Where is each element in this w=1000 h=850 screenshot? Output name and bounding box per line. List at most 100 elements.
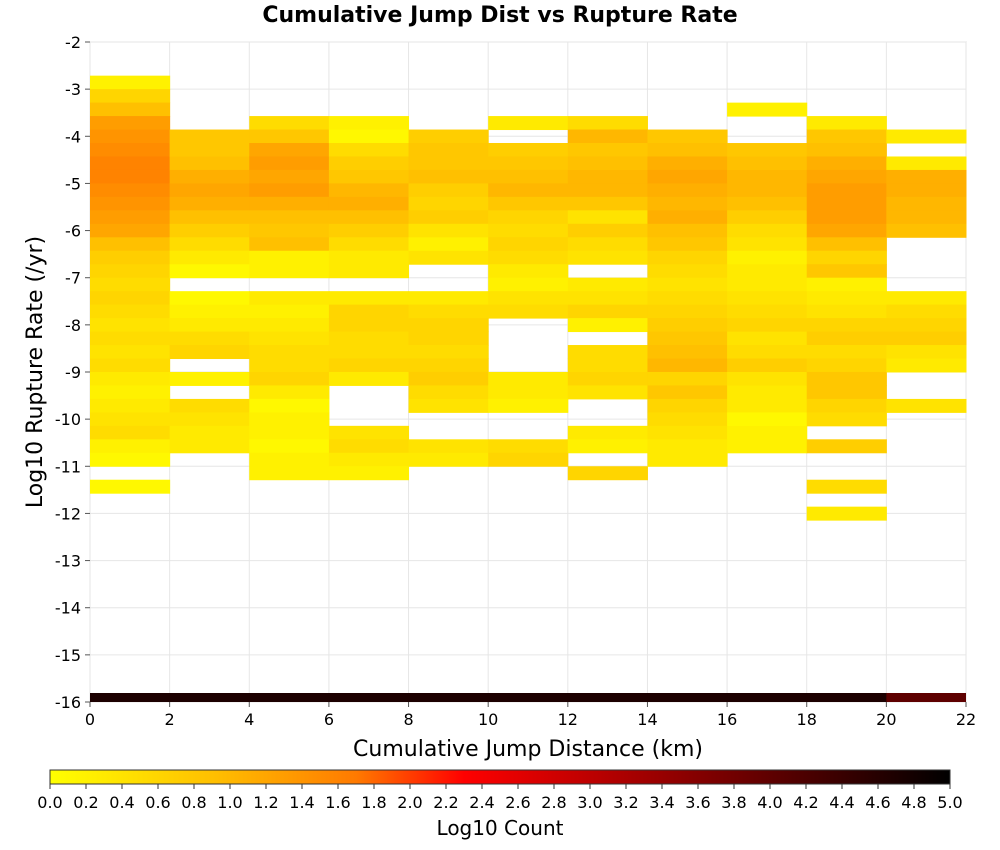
heatmap-cell: [488, 183, 569, 198]
heatmap-cell: [408, 183, 489, 198]
heatmap-cell: [328, 183, 410, 198]
heatmap-cell: [169, 196, 250, 211]
heatmap-cell: [169, 318, 250, 333]
y-tick-label: -13: [55, 552, 81, 571]
heatmap-cell: [169, 398, 250, 413]
heatmap-cell: [806, 250, 887, 265]
heatmap-cell: [647, 250, 728, 265]
heatmap-cell: [727, 304, 808, 319]
heatmap-cell: [169, 371, 250, 386]
heatmap-cell: [90, 143, 171, 157]
heatmap-cell: [567, 291, 648, 306]
y-tick-label: -9: [65, 363, 81, 382]
heatmap-cell: [90, 479, 171, 494]
heatmap-cell: [90, 89, 171, 104]
heatmap-cell: [90, 277, 171, 292]
heatmap-cell: [567, 466, 648, 481]
heatmap-cell: [806, 318, 887, 333]
heatmap-cell: [806, 291, 887, 306]
colorbar-tick-label: 0.0: [37, 793, 62, 812]
heatmap-cell: [727, 358, 808, 373]
heatmap-cell: [249, 116, 330, 131]
y-tick-label: -14: [55, 599, 81, 618]
x-tick-label: 22: [956, 710, 976, 729]
heatmap-cell: [886, 358, 967, 373]
heatmap-cell: [806, 358, 887, 373]
heatmap-cell: [886, 398, 967, 413]
y-tick-label: -16: [55, 693, 81, 712]
colorbar-tick-label: 0.6: [145, 793, 170, 812]
colorbar-tick-label: 2.0: [397, 793, 422, 812]
heatmap-cell: [806, 385, 887, 400]
heatmap-cell: [169, 345, 250, 360]
heatmap-cell: [806, 479, 887, 494]
heatmap-cell: [328, 169, 410, 184]
heatmap-cell: [90, 452, 171, 467]
heatmap-cell: [90, 318, 171, 333]
heatmap-cell: [647, 196, 728, 211]
heatmap-cell: [727, 156, 808, 171]
heatmap-cell: [806, 116, 887, 131]
heatmap-cell: [647, 277, 728, 292]
heatmap-cell: [886, 693, 966, 702]
heatmap-cell: [488, 452, 569, 467]
heatmap-cell: [567, 237, 648, 252]
heatmap-cell: [886, 129, 967, 144]
heatmap-cell: [90, 331, 171, 346]
colorbar-tick-label: 3.4: [649, 793, 674, 812]
colorbar-tick-label: 3.2: [613, 793, 638, 812]
heatmap-cell: [408, 223, 489, 238]
heatmap-cell: [169, 129, 250, 144]
heatmap-cell: [249, 331, 330, 346]
heatmap-cell: [249, 304, 330, 319]
heatmap-cell: [886, 291, 967, 306]
heatmap-cell: [488, 169, 569, 184]
x-tick-label: 12: [558, 710, 578, 729]
heatmap-cell: [806, 439, 887, 454]
heatmap-cell: [90, 345, 171, 360]
heatmap-cell: [408, 129, 489, 144]
y-tick-label: -12: [55, 504, 81, 523]
heatmap-cell: [90, 210, 171, 225]
heatmap-cell: [90, 385, 171, 400]
heatmap-cell: [886, 304, 967, 319]
heatmap-cell: [647, 183, 728, 198]
heatmap-cell: [727, 318, 808, 333]
colorbar-tick-label: 3.8: [721, 793, 746, 812]
heatmap-cell: [727, 223, 808, 238]
heatmap-cell: [647, 210, 728, 225]
heatmap-cell: [408, 291, 489, 306]
heatmap-cell: [647, 264, 728, 279]
x-tick-label: 4: [244, 710, 254, 729]
heatmap-cell: [249, 398, 330, 413]
heatmap-cell: [169, 439, 250, 454]
heatmap-cell: [328, 358, 410, 373]
y-tick-label: -6: [65, 222, 81, 241]
heatmap-cell: [90, 102, 171, 117]
heatmap-cell: [328, 142, 410, 157]
heatmap-cell: [567, 304, 648, 319]
heatmap-cell: [567, 385, 648, 400]
heatmap-cell: [328, 371, 410, 386]
heatmap-cell: [806, 331, 887, 346]
heatmap-cell: [886, 318, 967, 333]
heatmap-cell: [408, 237, 489, 252]
heatmap-cell: [647, 318, 728, 333]
heatmap-cell: [249, 210, 330, 225]
y-tick-label: -3: [65, 80, 81, 99]
heatmap-cell: [567, 358, 648, 373]
heatmap-cell: [408, 385, 489, 400]
x-tick-label: 2: [165, 710, 175, 729]
heatmap-cells: [90, 75, 967, 702]
colorbar-tick-label: 5.0: [937, 793, 962, 812]
heatmap-cell: [647, 223, 728, 238]
heatmap-cell: [567, 425, 648, 440]
heatmap-cell: [90, 156, 171, 171]
heatmap-cell: [806, 304, 887, 319]
heatmap-cell: [328, 116, 410, 131]
heatmap-cell: [408, 358, 489, 373]
y-tick-label: -7: [65, 269, 81, 288]
heatmap-cell: [328, 264, 410, 279]
heatmap-cell: [647, 371, 728, 386]
colorbar-label: Log10 Count: [437, 816, 564, 840]
